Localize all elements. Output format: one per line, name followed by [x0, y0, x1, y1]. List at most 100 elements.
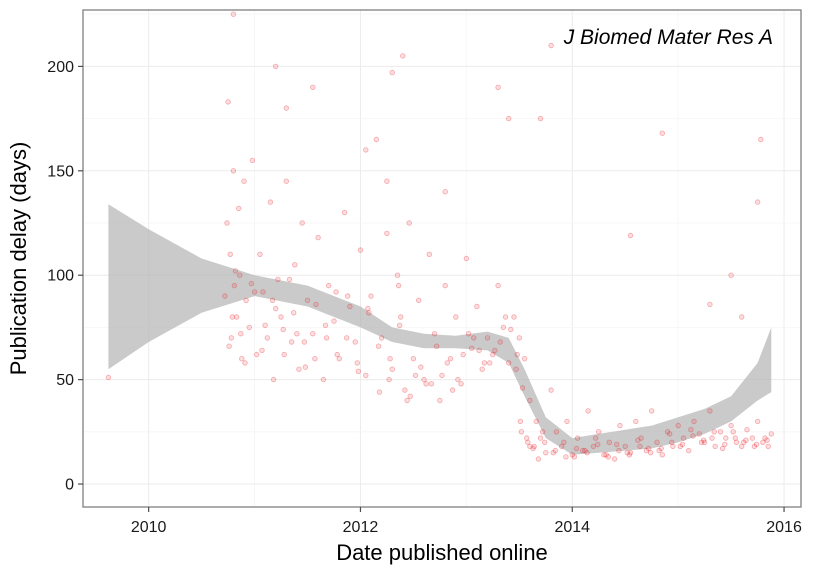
data-point [679, 441, 686, 448]
data-point [497, 339, 503, 345]
data-point [354, 360, 360, 366]
data-point [273, 63, 279, 70]
data-point [313, 301, 319, 308]
data-point [376, 389, 383, 395]
data-point [698, 439, 705, 445]
data-point [463, 255, 470, 262]
data-point [542, 439, 548, 445]
data-point [387, 356, 393, 362]
data-point [696, 431, 702, 437]
data-point [423, 381, 429, 387]
data-point [701, 439, 708, 445]
data-point [260, 289, 266, 295]
data-point [301, 339, 307, 345]
data-point [322, 322, 329, 328]
data-point [690, 433, 696, 439]
data-point [418, 364, 424, 370]
data-point [519, 385, 526, 391]
data-point [680, 435, 687, 441]
data-point [460, 351, 466, 358]
data-point [633, 418, 639, 425]
data-point [516, 335, 522, 341]
data-point [492, 347, 498, 354]
data-point [264, 335, 270, 341]
data-point [326, 282, 332, 289]
data-point [296, 366, 302, 372]
data-point [292, 262, 298, 268]
data-point [421, 376, 427, 383]
data-point [355, 368, 361, 374]
data-point [283, 105, 289, 111]
data-point [500, 324, 507, 331]
data-point [743, 437, 749, 443]
data-point [487, 360, 493, 366]
data-point [717, 429, 724, 435]
plot-panel-border [82, 9, 802, 508]
data-point [739, 443, 745, 450]
data-point [654, 439, 660, 445]
data-point [582, 447, 588, 454]
data-point [605, 454, 611, 460]
data-point [647, 450, 654, 456]
data-point [564, 418, 570, 425]
data-point [552, 447, 558, 454]
data-point [635, 437, 641, 443]
data-point [754, 199, 761, 205]
data-point [481, 360, 488, 366]
data-point [753, 441, 760, 448]
data-point [677, 443, 683, 450]
data-point [569, 452, 575, 458]
data-point [571, 454, 578, 460]
data-point [649, 408, 655, 414]
data-point [637, 443, 643, 450]
data-point [386, 376, 392, 383]
y-tick-label: 100 [47, 268, 74, 285]
data-point [331, 318, 337, 324]
data-point [476, 347, 482, 354]
data-point [248, 280, 255, 287]
data-point [259, 347, 265, 354]
confidence-band-layer [108, 204, 772, 455]
data-point [442, 282, 448, 289]
y-tick-label: 50 [56, 372, 74, 389]
data-point [535, 456, 542, 462]
data-point [527, 397, 533, 404]
data-point [288, 339, 295, 345]
data-point [363, 147, 369, 153]
data-point [580, 447, 586, 454]
data-point [765, 443, 771, 450]
data-point [622, 443, 628, 450]
data-point [732, 435, 738, 441]
data-point [275, 276, 281, 283]
data-point [514, 351, 520, 358]
data-point [667, 431, 673, 437]
data-point [249, 157, 256, 164]
data-point [439, 372, 445, 379]
data-point [236, 272, 243, 278]
data-point [304, 297, 311, 303]
data-point [617, 422, 623, 429]
data-point [664, 429, 671, 435]
data-point [352, 339, 358, 345]
data-point [396, 322, 403, 328]
data-point [428, 381, 435, 387]
data-point [550, 450, 556, 456]
data-point [310, 331, 316, 337]
data-point [471, 335, 477, 341]
data-point [320, 376, 327, 383]
data-point [543, 450, 549, 456]
data-point [235, 205, 242, 212]
data-point [231, 282, 238, 289]
data-point [670, 443, 676, 450]
data-point [299, 220, 305, 226]
data-point [333, 289, 339, 295]
data-point [537, 435, 544, 441]
data-point [251, 289, 258, 295]
data-point [728, 422, 734, 429]
data-point [760, 439, 766, 445]
data-point [310, 84, 316, 90]
grid [83, 10, 801, 507]
data-point [764, 437, 770, 443]
data-point [345, 293, 351, 299]
data-point [230, 168, 237, 174]
